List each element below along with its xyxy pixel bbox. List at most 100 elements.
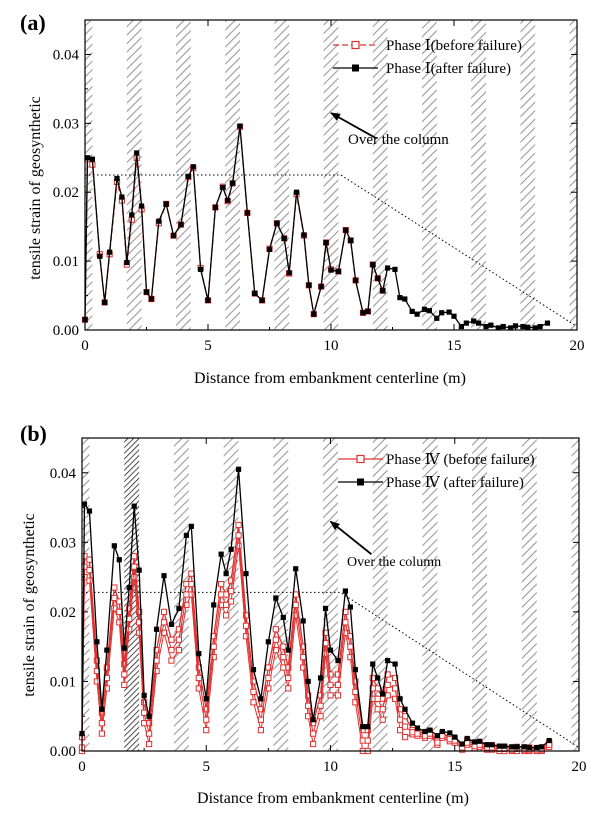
- point-b-0-8-fan-1: [121, 681, 128, 689]
- point-b-0-21-fan-1: [203, 727, 210, 734]
- panel-b-annotation: Over the column: [347, 555, 441, 570]
- point-b-1-19: [188, 523, 194, 529]
- point-a-1-54: [409, 308, 415, 314]
- point-b-0-10-fan-2: [131, 563, 138, 570]
- point-b-1-20: [196, 651, 202, 657]
- point-b-1-12: [141, 692, 147, 698]
- point-b-1-71: [514, 744, 520, 750]
- point-b-1-11: [136, 567, 142, 573]
- x-tick-label-b-0: 0: [78, 759, 86, 775]
- column-hatch-b-8: [472, 438, 488, 751]
- point-b-1-55: [414, 725, 421, 731]
- point-a-1-39: [323, 239, 329, 246]
- point-b-0-13-fan-1: [146, 740, 153, 748]
- point-b-0-17-fan-1: [175, 647, 183, 654]
- point-b-0-14: [153, 647, 160, 654]
- column-hatch-b-4: [273, 438, 289, 751]
- point-b-1-43: [347, 604, 353, 610]
- y-tick-label-a-4: 0.04: [53, 47, 80, 63]
- y-tick-label-b-0: 0.00: [50, 744, 76, 760]
- point-b-1-59: [439, 728, 445, 735]
- point-b-1-35: [300, 618, 306, 624]
- point-b-0-24-fan-2: [223, 601, 230, 609]
- point-b-0-20-fan-1: [195, 685, 202, 692]
- point-b-1-44: [352, 667, 358, 673]
- point-b-0-40-fan-2: [327, 681, 334, 689]
- point-b-1-62: [459, 741, 465, 747]
- point-b-1-23: [218, 551, 224, 557]
- point-b-1-29: [258, 696, 264, 702]
- point-b-0-27-fan-2: [242, 622, 250, 629]
- point-b-0-38-fan-2: [317, 702, 324, 709]
- point-b-0-48-fan-2: [374, 695, 381, 702]
- point-b-0-6-fan-2: [111, 594, 118, 602]
- point-a-1-20: [198, 266, 204, 272]
- point-a-1-73: [525, 324, 531, 330]
- point-b-0-6-fan-1: [111, 605, 118, 612]
- point-b-1-57: [427, 727, 433, 733]
- point-b-0-3-fan-1: [93, 678, 101, 685]
- legend-entry-a-1: Phase Ⅰ(after failure): [333, 61, 511, 77]
- point-b-1-31: [273, 595, 279, 601]
- column-hatch-b-7: [422, 438, 438, 751]
- point-b-0-3: [93, 657, 101, 664]
- point-a-1-66: [483, 323, 489, 330]
- point-a-1-74: [532, 325, 538, 331]
- point-a-1-40: [328, 267, 334, 273]
- point-a-1-49: [380, 288, 386, 294]
- reference-line-b: [82, 591, 580, 748]
- point-b-1-3: [94, 639, 100, 645]
- point-a-1-58: [434, 315, 440, 321]
- point-a-1-34: [293, 189, 300, 195]
- point-b-1-40: [327, 647, 334, 653]
- point-a-1-23: [220, 184, 226, 190]
- point-b-0-8: [121, 660, 128, 668]
- point-b-1-69: [501, 743, 508, 749]
- point-b-1-6: [111, 543, 117, 549]
- point-b-1-9: [126, 584, 132, 591]
- annotation-arrow-a: [330, 112, 378, 140]
- point-a-1-13: [148, 296, 155, 302]
- point-b-1-65: [477, 738, 483, 744]
- point-b-0-48: [374, 685, 381, 692]
- point-a-1-44: [353, 277, 359, 283]
- point-a-1-18: [185, 173, 191, 179]
- point-a-1-21: [205, 297, 211, 303]
- point-b-1-56: [422, 728, 428, 735]
- point-b-0-54-fan-2: [409, 729, 416, 736]
- panel-a: (a) Distance from embankment centerline …: [20, 10, 585, 387]
- point-b-0-60-fan-2: [446, 736, 453, 743]
- point-b-0-29-fan-1: [257, 727, 265, 734]
- point-a-1-2: [89, 156, 95, 162]
- point-b-0-1-fan-2: [81, 563, 88, 570]
- point-b-0-24: [223, 591, 230, 598]
- point-b-1-49: [380, 691, 386, 697]
- point-b-0-19-fan-1: [188, 591, 195, 598]
- point-b-0-52-fan-1: [396, 727, 404, 734]
- point-b-1-47: [370, 661, 376, 667]
- point-b-0-25-fan-1: [228, 598, 235, 605]
- panel-b-ylabel: tensile strain of geosynthetic: [21, 513, 38, 697]
- point-a-1-67: [488, 322, 494, 328]
- point-b-1-64: [472, 739, 478, 745]
- point-b-0-30: [265, 664, 272, 671]
- point-b-0-19-fan-2: [188, 580, 195, 588]
- reference-line-a: [85, 174, 578, 327]
- point-b-1-42: [342, 588, 349, 594]
- point-b-0-2-fan-1: [86, 577, 93, 584]
- point-b-0-40-fan-1: [327, 692, 334, 699]
- point-a-1-76: [544, 320, 551, 326]
- point-a-1-36: [306, 282, 312, 288]
- point-b-0-47-fan-1: [369, 695, 376, 702]
- point-b-0-49-fan-1: [379, 716, 386, 723]
- point-b-1-60: [447, 730, 453, 736]
- x-tick-label-a-0: 0: [81, 338, 89, 354]
- y-tick-label-b-4: 0.04: [50, 466, 77, 482]
- point-a-1-63: [463, 320, 469, 326]
- point-b-0-10-fan-1: [131, 574, 138, 581]
- column-hatch-a-3: [225, 20, 240, 330]
- point-b-0-52-fan-2: [396, 716, 404, 723]
- point-b-0-35-fan-1: [300, 664, 307, 671]
- point-b-0-45-fan-2: [359, 737, 366, 744]
